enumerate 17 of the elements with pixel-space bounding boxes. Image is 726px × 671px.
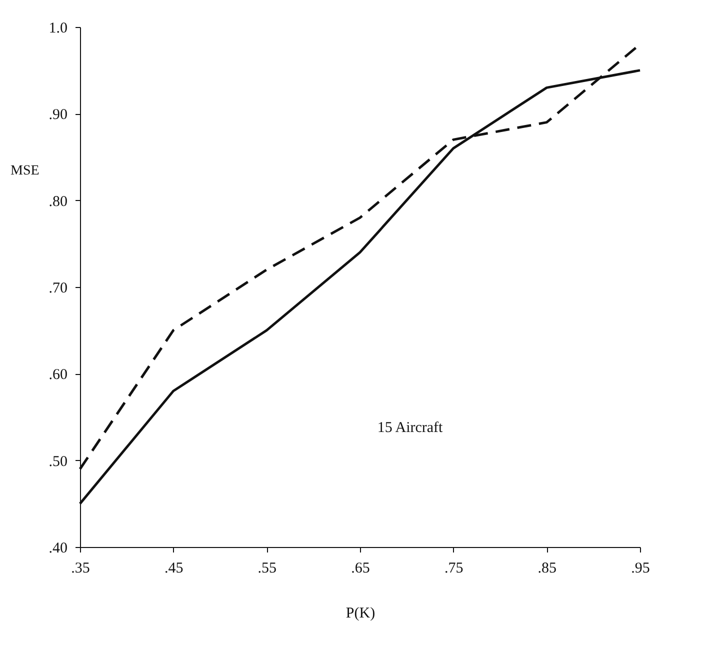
x-tick-label: .95	[631, 560, 650, 576]
x-tick-label: .75	[444, 560, 464, 576]
x-tick-label: .35	[71, 560, 90, 576]
x-tick-label: .55	[258, 560, 277, 576]
y-tick-label: .80	[48, 194, 68, 210]
x-axis-title: P(K)	[346, 606, 376, 622]
x-tick-label: .85	[538, 560, 557, 576]
x-tick-label: .45	[164, 560, 184, 576]
y-axis-title: MSE	[10, 164, 40, 178]
annotation: 15 Aircraft	[377, 420, 444, 436]
y-tick-label: .70	[48, 280, 68, 296]
y-tick-label: .90	[48, 107, 68, 124]
y-tick-label: .50	[48, 454, 68, 470]
x-tick-label: .65	[351, 560, 370, 576]
y-tick-label: .60	[48, 367, 68, 384]
y-tick-label: 1.0	[48, 20, 68, 36]
y-tick-label: .40	[48, 540, 68, 556]
